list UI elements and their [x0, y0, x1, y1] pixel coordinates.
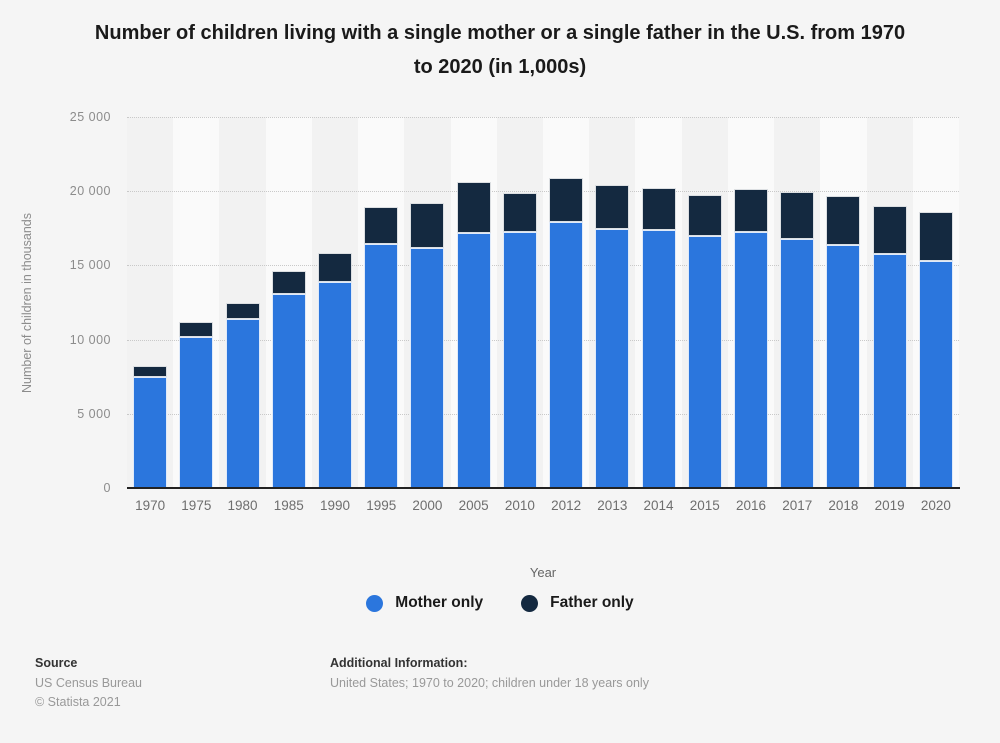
chart-title-line2: to 2020 (in 1,000s): [413, 56, 587, 78]
bar-mother-only-1995[interactable]: [364, 243, 399, 488]
bar-mother-only-1990[interactable]: [318, 282, 352, 488]
bar-father-only-1975[interactable]: [179, 321, 214, 337]
bar-mother-only-1980[interactable]: [225, 318, 260, 488]
bar-mother-only-2013[interactable]: [595, 228, 630, 488]
gridline: [127, 413, 959, 415]
x-axis-line: [127, 487, 960, 489]
x-tick-label-2016: 2016: [735, 498, 766, 513]
legend-item-father-only[interactable]: Father only: [521, 594, 634, 612]
x-tick-label-2014: 2014: [643, 498, 674, 513]
y-tick-label-10000: 10 000: [69, 332, 111, 347]
x-tick-label-2012: 2012: [551, 498, 582, 513]
source-name[interactable]: US Census Bureau: [35, 676, 143, 690]
x-tick-label-2000: 2000: [412, 498, 443, 513]
x-axis-title: Year: [529, 565, 557, 580]
y-tick-label-15000: 15 000: [69, 258, 111, 273]
bar-mother-only-2000[interactable]: [410, 248, 445, 488]
legend: Mother only Father only: [0, 594, 1000, 612]
x-tick-label-2013: 2013: [597, 498, 628, 513]
bar-father-only-2010[interactable]: [502, 193, 537, 232]
bar-father-only-2018[interactable]: [826, 196, 861, 245]
gridline: [127, 117, 959, 118]
bar-father-only-1970[interactable]: [133, 366, 168, 378]
bar-father-only-2012[interactable]: [549, 178, 584, 222]
bar-father-only-2014[interactable]: [641, 188, 676, 230]
gridline: [127, 191, 959, 193]
bar-father-only-1990[interactable]: [318, 252, 352, 283]
bar-father-only-1980[interactable]: [225, 303, 260, 319]
additional-info-label: Additional Information:: [330, 656, 468, 670]
bar-mother-only-2017[interactable]: [780, 239, 815, 488]
mother-only-dot-icon: [366, 594, 384, 612]
bar-mother-only-2014[interactable]: [641, 229, 676, 488]
bar-mother-only-2015[interactable]: [687, 236, 722, 488]
x-tick-label-2020: 2020: [920, 498, 951, 513]
gridline: [127, 339, 959, 341]
bar-father-only-2020[interactable]: [918, 211, 953, 261]
legend-label-mother-only: Mother only: [395, 594, 484, 611]
gridline: [127, 265, 959, 267]
x-tick-label-1970: 1970: [135, 498, 166, 513]
bar-father-only-1985[interactable]: [271, 270, 306, 294]
bar-mother-only-1985[interactable]: [271, 293, 306, 488]
x-tick-label-2019: 2019: [874, 498, 905, 513]
bar-father-only-2016[interactable]: [734, 188, 768, 233]
x-tick-label-1990: 1990: [319, 498, 350, 513]
y-tick-label-5000: 5 000: [77, 406, 111, 421]
bar-mother-only-2012[interactable]: [549, 221, 584, 488]
bar-mother-only-2005[interactable]: [456, 233, 491, 488]
bar-mother-only-1975[interactable]: [179, 336, 214, 488]
bar-father-only-1995[interactable]: [364, 207, 399, 244]
copyright: © Statista 2021: [35, 695, 121, 709]
bar-father-only-2013[interactable]: [595, 185, 630, 229]
x-tick-label-1995: 1995: [366, 498, 397, 513]
additional-info-text: United States; 1970 to 2020; children un…: [330, 676, 649, 690]
bar-father-only-2000[interactable]: [410, 202, 445, 249]
x-tick-label-2017: 2017: [782, 498, 813, 513]
bar-mother-only-1970[interactable]: [133, 377, 168, 488]
bar-mother-only-2010[interactable]: [502, 231, 537, 488]
y-tick-label-0: 0: [103, 481, 111, 495]
x-tick-label-1975: 1975: [181, 498, 212, 513]
bar-mother-only-2018[interactable]: [826, 244, 861, 488]
bar-father-only-2017[interactable]: [780, 191, 815, 240]
y-tick-label-25000: 25 000: [69, 110, 111, 124]
bar-father-only-2019[interactable]: [872, 206, 907, 255]
bar-father-only-2005[interactable]: [456, 182, 491, 234]
x-tick-label-1980: 1980: [227, 498, 258, 513]
bar-mother-only-2019[interactable]: [872, 254, 907, 488]
legend-label-father-only: Father only: [550, 594, 634, 611]
y-tick-label-20000: 20 000: [69, 184, 111, 199]
plot-area: [127, 117, 959, 488]
x-tick-label-1985: 1985: [273, 498, 304, 513]
x-tick-label-2015: 2015: [689, 498, 720, 513]
x-tick-label-2010: 2010: [504, 498, 535, 513]
bar-father-only-2015[interactable]: [687, 195, 722, 237]
source-label: Source: [35, 656, 78, 670]
footer-source-block: Source US Census Bureau © Statista 2021: [35, 656, 142, 713]
y-axis-title: Number of children in thousands: [20, 213, 34, 393]
chart-title: Number of children living with a single …: [0, 16, 1000, 84]
x-tick-label-2005: 2005: [458, 498, 489, 513]
legend-item-mother-only[interactable]: Mother only: [366, 594, 483, 612]
x-tick-label-2018: 2018: [828, 498, 859, 513]
father-only-dot-icon: [521, 594, 539, 612]
bar-mother-only-2016[interactable]: [734, 232, 768, 488]
bar-mother-only-2020[interactable]: [918, 260, 953, 488]
footer-additional-block: Additional Information: United States; 1…: [330, 656, 649, 694]
chart-title-line1: Number of children living with a single …: [94, 22, 906, 44]
